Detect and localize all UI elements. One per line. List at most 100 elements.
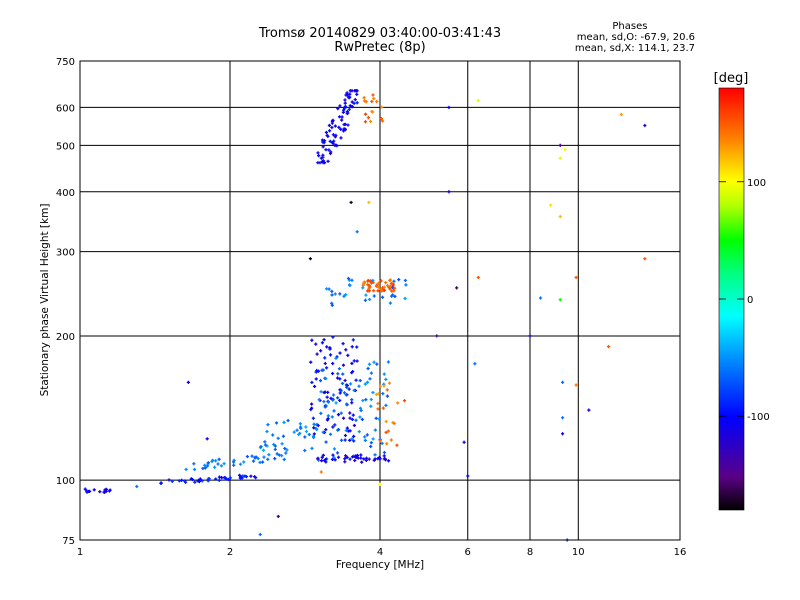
data-point — [258, 460, 262, 465]
data-point — [273, 447, 277, 452]
data-point — [336, 427, 341, 432]
grid — [80, 61, 680, 540]
data-point — [334, 401, 338, 405]
data-point — [563, 147, 567, 152]
data-point — [574, 383, 578, 387]
data-point — [324, 366, 329, 370]
data-point — [282, 420, 286, 424]
data-point — [324, 130, 329, 135]
data-point — [232, 458, 236, 463]
data-point — [331, 335, 335, 339]
data-point — [369, 444, 373, 449]
data-point — [363, 435, 367, 439]
data-point — [345, 91, 349, 95]
data-point — [372, 360, 376, 364]
data-point — [355, 345, 359, 349]
data-point — [476, 275, 480, 280]
data-point — [549, 203, 553, 207]
data-point — [354, 89, 358, 93]
data-point — [83, 487, 87, 491]
data-point — [380, 441, 384, 445]
data-point — [538, 296, 543, 300]
data-point — [340, 115, 344, 119]
data-point — [341, 363, 346, 367]
data-point — [282, 457, 286, 462]
data-point — [528, 334, 532, 338]
data-point — [367, 284, 371, 288]
data-point — [350, 417, 355, 422]
data-point — [200, 479, 204, 483]
phases-legend-x-mode: mean, sd,X: 114.1, 23.7 — [574, 43, 695, 54]
data-point — [237, 473, 242, 477]
data-point — [333, 423, 337, 427]
data-point — [350, 278, 354, 282]
data-point — [159, 481, 163, 485]
data-point — [378, 482, 382, 486]
data-point — [384, 377, 388, 381]
data-point — [351, 413, 355, 417]
data-point — [250, 454, 254, 458]
data-point — [385, 394, 390, 398]
data-point — [362, 96, 366, 100]
data-point — [281, 434, 286, 438]
y-tick-label: 400 — [56, 188, 75, 199]
data-point — [167, 478, 171, 482]
data-point — [352, 388, 356, 392]
data-point — [276, 514, 280, 519]
data-point — [343, 122, 347, 126]
data-point — [326, 159, 330, 163]
data-point — [379, 287, 383, 291]
data-point — [404, 283, 408, 287]
data-point — [364, 398, 368, 402]
data-point — [284, 451, 288, 455]
data-point — [321, 145, 325, 149]
data-point — [205, 464, 210, 468]
data-point — [203, 466, 208, 470]
data-point — [312, 426, 316, 430]
data-point — [558, 156, 562, 160]
data-point — [476, 98, 480, 103]
data-point — [336, 107, 340, 111]
data-point — [347, 387, 351, 391]
data-point — [328, 432, 333, 436]
data-point — [321, 453, 325, 457]
data-point — [333, 292, 337, 296]
data-point — [392, 289, 396, 293]
plot-frame — [79, 60, 681, 541]
data-point — [367, 362, 372, 366]
data-point — [358, 406, 363, 410]
y-tick-label: 500 — [56, 141, 75, 152]
data-point — [350, 398, 354, 402]
data-point — [355, 101, 359, 105]
y-tick-label: 200 — [56, 332, 75, 343]
data-point — [369, 441, 373, 445]
data-point — [350, 437, 354, 441]
data-point — [186, 380, 190, 384]
data-point — [345, 426, 349, 430]
data-point — [367, 297, 372, 302]
data-point — [374, 284, 379, 288]
data-point — [319, 349, 323, 353]
data-point — [388, 284, 392, 288]
x-tick-label: 8 — [527, 547, 533, 558]
data-point — [322, 161, 327, 165]
data-point — [336, 455, 341, 459]
data-point — [334, 356, 338, 360]
data-point — [219, 464, 224, 468]
data-point — [643, 123, 647, 128]
data-point — [347, 107, 351, 112]
data-point — [312, 422, 316, 426]
data-point — [193, 480, 197, 484]
data-point — [352, 359, 356, 363]
data-point — [380, 105, 384, 109]
data-point — [455, 286, 459, 290]
data-point — [103, 490, 107, 494]
data-point — [223, 475, 227, 480]
data-point — [587, 408, 591, 412]
data-point — [348, 411, 352, 415]
data-point — [340, 118, 344, 122]
data-point — [338, 391, 342, 395]
x-axis-ticks: 1 2 4 6 8 10 16 — [77, 547, 687, 558]
colorbar-tick-label: -100 — [747, 412, 770, 423]
x-tick-label: 10 — [572, 547, 585, 558]
